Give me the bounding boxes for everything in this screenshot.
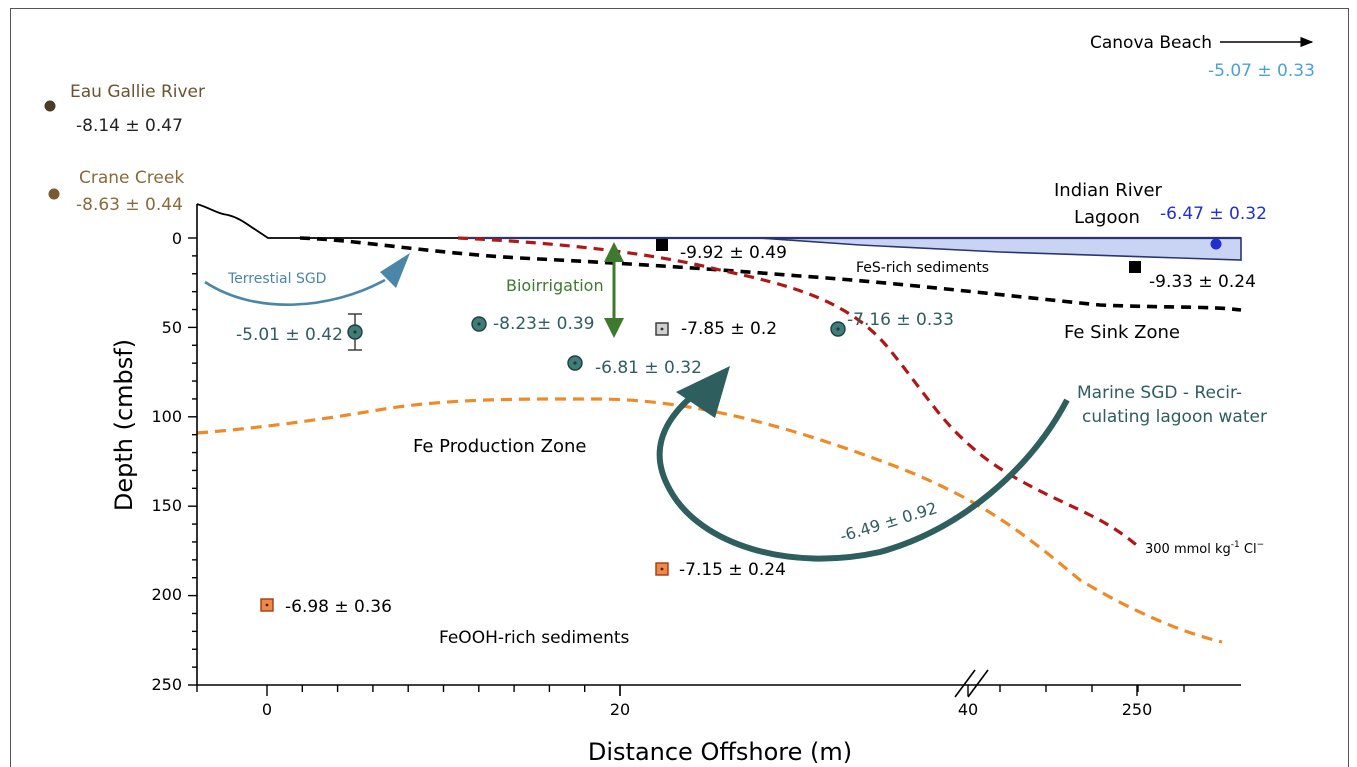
- terrestrial-sgd-arrow: [204, 278, 386, 306]
- marine-sgd-arrowhead: [676, 366, 730, 418]
- y-tick-label-100: 100: [151, 407, 182, 426]
- circle-point-terrestrial-label: -5.01 ± 0.42: [236, 325, 343, 345]
- lagoon-label-line1: Indian River: [1054, 180, 1163, 201]
- orange-square-mid: [655, 562, 669, 576]
- marine-sgd-label-line1: Marine SGD - Recir-: [1077, 383, 1242, 403]
- canova-beach-value: -5.07 ± 0.33: [1208, 61, 1315, 81]
- x-axis-ticks: [196, 685, 1185, 696]
- eau-gallie-value: -8.14 ± 0.47: [76, 116, 183, 136]
- grey-square-point: [655, 322, 669, 336]
- y-tick-label-50: 50: [162, 318, 182, 337]
- crane-creek-marker: [48, 188, 60, 200]
- circle-point-offshore-label: -7.16 ± 0.33: [847, 310, 954, 330]
- y-axis-ticks: [188, 237, 197, 686]
- circle-point-mid: [567, 355, 583, 371]
- sediment-surface-line: [196, 203, 1241, 239]
- orange-square-mid-label: -7.15 ± 0.24: [679, 560, 786, 580]
- orange-square-deep: [260, 598, 274, 612]
- circle-point-bioirrigation-label: -8.23± 0.39: [493, 314, 595, 334]
- x-tick-label-40: 40: [958, 700, 978, 719]
- marine-sgd-label-line2: culating lagoon water: [1082, 407, 1267, 427]
- circle-point-offshore: [830, 321, 846, 337]
- x-axis-title: Distance Offshore (m): [588, 738, 852, 766]
- y-axis-title: Depth (cmbsf): [110, 339, 138, 511]
- marine-sgd-arrow: [656, 395, 1070, 562]
- bioirrigation-arrowhead-down: [604, 318, 624, 338]
- x-tick-label-250: 250: [1122, 700, 1153, 719]
- black-square-near: [656, 239, 668, 251]
- lagoon-water: [759, 237, 1242, 261]
- bioirrigation-arrowhead-up: [604, 242, 624, 262]
- black-square-far: [1129, 261, 1141, 273]
- circle-point-mid-label: -6.81 ± 0.32: [595, 358, 702, 378]
- circle-point-bioirrigation: [471, 316, 487, 332]
- fe-sink-zone-label: Fe Sink Zone: [1064, 322, 1180, 343]
- fe-production-boundary-line: [196, 397, 1223, 644]
- fe-production-zone-label: Fe Production Zone: [413, 436, 586, 457]
- chloride-label: 300 mmol kg-1 Cl−: [1145, 540, 1264, 557]
- feooh-zone-label: FeOOH-rich sediments: [439, 628, 630, 648]
- y-axis: [196, 204, 1241, 686]
- x-tick-label-0: 0: [262, 700, 272, 719]
- x-tick-label-20: 20: [610, 700, 630, 719]
- grey-square-label: -7.85 ± 0.2: [681, 319, 777, 339]
- black-square-near-label: -9.92 ± 0.49: [680, 243, 787, 263]
- bioirrigation-label: Bioirrigation: [506, 276, 604, 295]
- y-tick-label-250: 250: [151, 675, 182, 694]
- chloride-isopleth-line: [457, 236, 1142, 550]
- orange-square-deep-label: -6.98 ± 0.36: [285, 597, 392, 617]
- crane-creek-value: -8.63 ± 0.44: [76, 195, 183, 215]
- y-tick-label-200: 200: [151, 585, 182, 604]
- fe-sink-boundary-line: [299, 236, 1242, 312]
- terrestrial-sgd-arrowhead: [380, 253, 410, 288]
- y-tick-label-0: 0: [172, 229, 182, 248]
- lagoon-marker: [1210, 238, 1222, 250]
- eau-gallie-name: Eau Gallie River: [70, 82, 205, 102]
- canova-beach-name: Canova Beach: [1090, 33, 1212, 53]
- fes-zone-label: FeS-rich sediments: [856, 260, 989, 276]
- eau-gallie-marker: [44, 100, 56, 112]
- terrestrial-sgd-label: Terrestial SGD: [227, 271, 326, 287]
- circle-point-terrestrial: [347, 313, 363, 351]
- figure-frame: [10, 8, 1349, 767]
- lagoon-label-line2: Lagoon: [1074, 207, 1140, 228]
- x-axis-break: [954, 669, 989, 698]
- lagoon-value: -6.47 ± 0.32: [1160, 204, 1267, 224]
- black-square-far-label: -9.33 ± 0.24: [1149, 272, 1256, 292]
- crane-creek-name: Crane Creek: [79, 168, 184, 188]
- y-tick-label-150: 150: [151, 496, 182, 515]
